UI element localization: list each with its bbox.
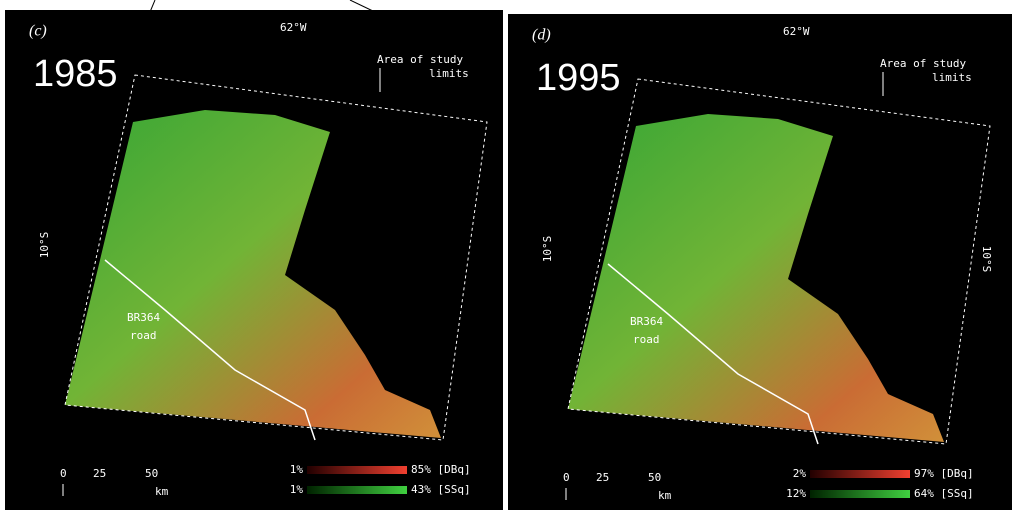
scale-tick-label: 50 — [145, 467, 158, 480]
legend-min: 1% — [290, 463, 304, 476]
legend-bar — [307, 466, 407, 474]
legend-min: 1% — [290, 483, 304, 496]
scale-unit: km — [658, 489, 672, 502]
legend-min: 2% — [793, 467, 807, 480]
legend-bar — [810, 490, 910, 498]
panel-label: (c) — [29, 23, 47, 40]
legend-max: 43% [SSq] — [411, 483, 471, 496]
road-label: BR364 — [127, 311, 160, 324]
study-area-note: Area of study — [880, 57, 966, 70]
study-area-note: Area of study — [377, 53, 463, 66]
road-label: road — [130, 329, 157, 342]
panel-label: (d) — [532, 27, 551, 44]
longitude-label: 62°W — [280, 21, 307, 34]
latitude-label: 10°S — [38, 232, 51, 259]
study-area-note: limits — [932, 71, 972, 84]
figure: (c)62°WArea of studylimits198510°SBR364r… — [0, 0, 1015, 517]
year-label: 1985 — [33, 53, 118, 95]
road-label: BR364 — [630, 315, 663, 328]
legend-min: 12% — [786, 487, 806, 500]
longitude-label: 62°W — [783, 25, 810, 38]
scale-tick-label: 0 — [563, 471, 570, 484]
study-area-note: limits — [429, 67, 469, 80]
road-label: road — [633, 333, 660, 346]
legend-bar — [307, 486, 407, 494]
latitude-label: 10°S — [980, 246, 993, 273]
legend-bar — [810, 470, 910, 478]
legend-max: 85% [DBq] — [411, 463, 471, 476]
scale-tick-label: 25 — [93, 467, 106, 480]
scale-tick-label: 0 — [60, 467, 67, 480]
year-label: 1995 — [536, 57, 621, 99]
scale-tick-label: 25 — [596, 471, 609, 484]
legend-max: 97% [DBq] — [914, 467, 974, 480]
latitude-label: 10°S — [541, 236, 554, 263]
legend-max: 64% [SSq] — [914, 487, 974, 500]
scale-unit: km — [155, 485, 169, 498]
scale-tick-label: 50 — [648, 471, 661, 484]
